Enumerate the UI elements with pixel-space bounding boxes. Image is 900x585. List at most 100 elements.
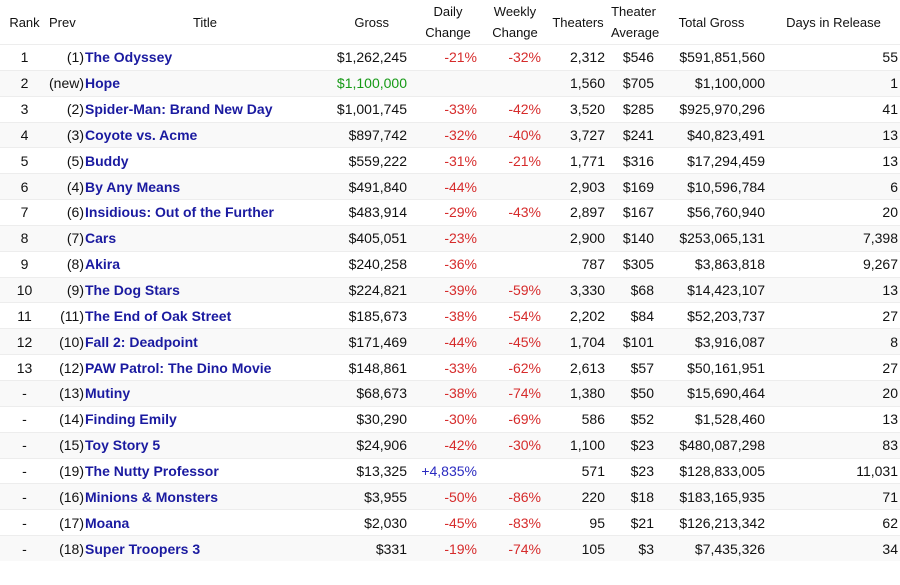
weekly-change-cell: -30% <box>485 431 545 458</box>
days-in-release-cell: 27 <box>767 302 900 329</box>
movie-title-link[interactable]: The Nutty Professor <box>85 462 219 479</box>
title-cell: Fall 2: Deadpoint <box>85 328 325 355</box>
header-prev[interactable]: Prev <box>49 14 76 30</box>
daily-change-cell: -23% <box>411 224 485 252</box>
gross-cell: $559,222 <box>325 147 411 174</box>
header-theater-average[interactable]: Theater Average <box>611 0 659 45</box>
days-in-release-cell: 71 <box>767 483 900 510</box>
header-weekly-change[interactable]: Weekly Change <box>485 0 545 45</box>
total-gross-cell: $126,213,342 <box>656 509 767 536</box>
theaters-cell: 2,202 <box>545 302 611 329</box>
prev-rank-cell: (8) <box>49 250 85 278</box>
title-cell: Toy Story 5 <box>85 431 325 458</box>
days-in-release-cell: 13 <box>767 405 900 433</box>
theaters-cell: 571 <box>545 457 611 484</box>
movie-title-link[interactable]: Buddy <box>85 152 129 169</box>
title-cell: By Any Means <box>85 173 325 200</box>
table-row: 4 (3) Coyote vs. Acme $897,742 -32% -40%… <box>0 121 900 148</box>
theater-average-cell: $18 <box>611 483 656 510</box>
gross-cell: $240,258 <box>325 250 411 278</box>
daily-change-cell: -30% <box>411 405 485 433</box>
rank-cell: - <box>0 405 49 433</box>
total-gross-cell: $3,863,818 <box>656 250 767 278</box>
theater-average-cell: $21 <box>611 509 656 536</box>
days-in-release-cell: 34 <box>767 535 900 562</box>
movie-title-link[interactable]: The End of Oak Street <box>85 307 232 324</box>
theater-average-cell: $23 <box>611 431 656 458</box>
weekly-change-cell: -83% <box>485 509 545 536</box>
total-gross-cell: $3,916,087 <box>656 328 767 355</box>
title-cell: Hope <box>85 69 325 97</box>
movie-title-link[interactable]: Coyote vs. Acme <box>85 126 198 143</box>
title-cell: Finding Emily <box>85 405 325 433</box>
movie-title-link[interactable]: The Dog Stars <box>85 282 180 299</box>
movie-title-link[interactable]: Mutiny <box>85 385 131 402</box>
days-in-release-cell: 55 <box>767 44 900 71</box>
prev-rank-cell: (11) <box>49 302 85 329</box>
daily-change-cell: -44% <box>411 328 485 355</box>
rank-cell: 1 <box>0 44 49 71</box>
header-rank[interactable]: Rank <box>9 14 40 30</box>
header-gross[interactable]: Gross <box>354 14 389 30</box>
total-gross-cell: $15,690,464 <box>656 379 767 407</box>
theater-average-cell: $705 <box>611 69 656 97</box>
days-in-release-cell: 9,267 <box>767 250 900 278</box>
title-cell: The Nutty Professor <box>85 457 325 484</box>
theaters-cell: 1,771 <box>545 147 611 174</box>
movie-title-link[interactable]: By Any Means <box>85 178 181 195</box>
prev-rank-cell: (13) <box>49 379 85 407</box>
total-gross-cell: $50,161,951 <box>656 354 767 381</box>
days-in-release-cell: 8 <box>767 328 900 355</box>
prev-rank-cell: (19) <box>49 457 85 484</box>
movie-title-link[interactable]: The Odyssey <box>85 49 173 66</box>
movie-title-link[interactable]: Insidious: Out of the Further <box>85 204 274 221</box>
gross-cell: $3,955 <box>325 483 411 510</box>
movie-title-link[interactable]: Finding Emily <box>85 411 177 428</box>
movie-title-link[interactable]: Minions & Monsters <box>85 488 219 505</box>
box-office-table: Rank Prev Title Gross Daily Change Weekl… <box>0 0 900 562</box>
movie-title-link[interactable]: Fall 2: Deadpoint <box>85 333 198 350</box>
prev-rank-cell: (12) <box>49 354 85 381</box>
movie-title-link[interactable]: Akira <box>85 256 121 273</box>
theaters-cell: 586 <box>545 405 611 433</box>
prev-rank-cell: (5) <box>49 147 85 174</box>
theater-average-cell: $285 <box>611 95 656 123</box>
daily-change-cell: -45% <box>411 509 485 536</box>
table-row: 3 (2) Spider-Man: Brand New Day $1,001,7… <box>0 95 900 123</box>
movie-title-link[interactable]: Cars <box>85 230 117 247</box>
prev-rank-cell: (4) <box>49 173 85 200</box>
movie-title-link[interactable]: Hope <box>85 75 120 92</box>
movie-title-link[interactable]: Toy Story 5 <box>85 437 161 454</box>
rank-cell: - <box>0 431 49 458</box>
theaters-cell: 2,897 <box>545 199 611 226</box>
movie-title-link[interactable]: Moana <box>85 514 130 531</box>
theater-average-cell: $68 <box>611 276 656 303</box>
weekly-change-cell: -21% <box>485 147 545 174</box>
weekly-change-cell <box>485 250 545 278</box>
rank-cell: - <box>0 509 49 536</box>
movie-title-link[interactable]: Super Troopers 3 <box>85 540 201 557</box>
title-cell: Cars <box>85 224 325 252</box>
header-daily-change[interactable]: Daily Change <box>411 0 485 45</box>
daily-change-cell: -29% <box>411 199 485 226</box>
gross-cell: $171,469 <box>325 328 411 355</box>
header-title[interactable]: Title <box>192 14 218 30</box>
theater-average-cell: $167 <box>611 199 656 226</box>
theater-average-cell: $316 <box>611 147 656 174</box>
rank-cell: 5 <box>0 147 49 174</box>
rank-cell: - <box>0 457 49 484</box>
days-in-release-cell: 6 <box>767 173 900 200</box>
header-total-gross[interactable]: Total Gross <box>678 14 745 30</box>
header-theaters[interactable]: Theaters <box>552 14 604 30</box>
header-days-in-release[interactable]: Days in Release <box>786 14 881 30</box>
movie-title-link[interactable]: PAW Patrol: The Dino Movie <box>85 359 272 376</box>
theater-average-cell: $169 <box>611 173 656 200</box>
weekly-change-cell: -42% <box>485 95 545 123</box>
movie-title-link[interactable]: Spider-Man: Brand New Day <box>85 101 273 118</box>
rank-cell: 9 <box>0 250 49 278</box>
total-gross-cell: $52,203,737 <box>656 302 767 329</box>
theater-average-cell: $57 <box>611 354 656 381</box>
title-cell: Minions & Monsters <box>85 483 325 510</box>
theaters-cell: 3,727 <box>545 121 611 148</box>
theaters-cell: 1,100 <box>545 431 611 458</box>
